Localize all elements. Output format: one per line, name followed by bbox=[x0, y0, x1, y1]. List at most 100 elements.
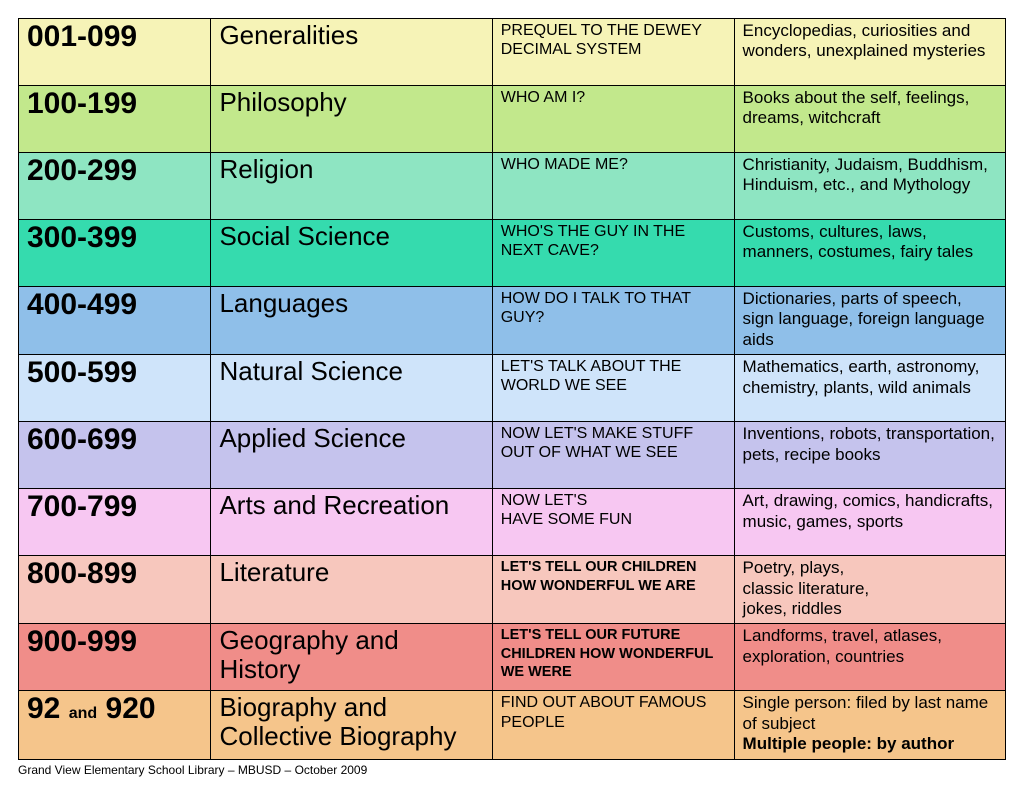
range-cell: 200-299 bbox=[19, 153, 211, 220]
topics-cell: Dictionaries, parts of speech, sign lang… bbox=[734, 287, 1005, 355]
topics-text: Encyclopedias, curiosities and wonders, … bbox=[743, 21, 986, 60]
range-text: 600-699 bbox=[27, 423, 137, 456]
range-cell: 800-899 bbox=[19, 556, 211, 624]
table-row: 001-099 Generalities PREQUEL TO THE DEWEY … bbox=[19, 19, 1006, 86]
question-cell: LET'S TELL OUR CHILDREN HOW WONDERFUL WE… bbox=[492, 556, 734, 624]
category-cell: Generalities bbox=[211, 19, 492, 86]
category-cell: Philosophy bbox=[211, 86, 492, 153]
topics-cell: Christianity, Judaism, Buddhism, Hinduis… bbox=[734, 153, 1005, 220]
question-cell: HOW DO I TALK TO THAT GUY? bbox=[492, 287, 734, 355]
table-row: 200-299 Religion WHO MADE ME? Christianity,… bbox=[19, 153, 1006, 220]
category-cell: Religion bbox=[211, 153, 492, 220]
category-text: Religion bbox=[219, 154, 313, 184]
question-text: LET'S TALK ABOUT THE WORLD WE SEE bbox=[501, 358, 682, 394]
category-text: Natural Science bbox=[219, 356, 403, 386]
topics-text: Books about the self, feelings, dreams, … bbox=[743, 88, 970, 127]
category-cell: Languages bbox=[211, 287, 492, 355]
range-cell: 900-999 bbox=[19, 624, 211, 691]
question-text: LET'S TELL OUR FUTURE CHILDREN HOW WONDE… bbox=[501, 627, 713, 680]
category-text: Geography and History bbox=[219, 625, 398, 684]
category-text: Arts and Recreation bbox=[219, 490, 449, 520]
topics-text: Art, drawing, comics, handicrafts, music… bbox=[743, 491, 993, 530]
topics-cell: Customs, cultures, laws, manners, costum… bbox=[734, 220, 1005, 287]
question-text: PREQUEL TO THE DEWEY DECIMAL SYSTEM bbox=[501, 22, 702, 58]
category-cell: Literature bbox=[211, 556, 492, 624]
range-cell: 300-399 bbox=[19, 220, 211, 287]
range-cell: 92 and 920 bbox=[19, 691, 211, 759]
topics-cell: Encyclopedias, curiosities and wonders, … bbox=[734, 19, 1005, 86]
table-row: 100-199 Philosophy WHO AM I? Books about th… bbox=[19, 86, 1006, 153]
category-cell: Arts and Recreation bbox=[211, 489, 492, 556]
table-row: 900-999 Geography and History LET'S TELL O… bbox=[19, 624, 1006, 691]
question-text: NOW LET'SHAVE SOME FUN bbox=[501, 492, 632, 528]
topics-text: Mathematics, earth, astronomy, chemistry… bbox=[743, 357, 980, 396]
question-cell: NOW LET'SHAVE SOME FUN bbox=[492, 489, 734, 556]
question-text: WHO AM I? bbox=[501, 89, 585, 106]
question-cell: LET'S TALK ABOUT THE WORLD WE SEE bbox=[492, 355, 734, 422]
category-text: Social Science bbox=[219, 221, 390, 251]
range-text: 500-599 bbox=[27, 356, 137, 389]
range-cell: 100-199 bbox=[19, 86, 211, 153]
range-text: 900-999 bbox=[27, 625, 137, 658]
footer-text: Grand View Elementary School Library – M… bbox=[18, 763, 1006, 777]
table-row: 300-399 Social Science WHO'S THE GUY IN TH… bbox=[19, 220, 1006, 287]
topics-cell: Poetry, plays,classic literature,jokes, … bbox=[734, 556, 1005, 624]
range-cell: 001-099 bbox=[19, 19, 211, 86]
range-text: 400-499 bbox=[27, 288, 137, 321]
topics-text: Landforms, travel, atlases, exploration,… bbox=[743, 626, 942, 665]
topics-cell: Inventions, robots, transportation, pets… bbox=[734, 422, 1005, 489]
range-text: 92 and 920 bbox=[27, 692, 156, 725]
question-cell: NOW LET'S MAKE STUFF OUT OF WHAT WE SEE bbox=[492, 422, 734, 489]
topics-cell: Mathematics, earth, astronomy, chemistry… bbox=[734, 355, 1005, 422]
category-cell: Social Science bbox=[211, 220, 492, 287]
range-cell: 500-599 bbox=[19, 355, 211, 422]
range-text: 200-299 bbox=[27, 154, 137, 187]
question-cell: LET'S TELL OUR FUTURE CHILDREN HOW WONDE… bbox=[492, 624, 734, 691]
range-text: 100-199 bbox=[27, 87, 137, 120]
question-cell: PREQUEL TO THE DEWEY DECIMAL SYSTEM bbox=[492, 19, 734, 86]
range-text: 700-799 bbox=[27, 490, 137, 523]
table-row: 800-899 Literature LET'S TELL OUR CHILDREN… bbox=[19, 556, 1006, 624]
table-row: 92 and 920 Biography and Collective Biogr… bbox=[19, 691, 1006, 759]
question-text: NOW LET'S MAKE STUFF OUT OF WHAT WE SEE bbox=[501, 425, 693, 461]
topics-text: Single person: filed by last name of sub… bbox=[743, 693, 989, 753]
category-cell: Geography and History bbox=[211, 624, 492, 691]
question-cell: FIND OUT ABOUT FAMOUS PEOPLE bbox=[492, 691, 734, 759]
topics-text: Customs, cultures, laws, manners, costum… bbox=[743, 222, 974, 261]
topics-text: Inventions, robots, transportation, pets… bbox=[743, 424, 995, 463]
question-cell: WHO MADE ME? bbox=[492, 153, 734, 220]
table-row: 400-499 Languages HOW DO I TALK TO THAT GU… bbox=[19, 287, 1006, 355]
topics-cell: Books about the self, feelings, dreams, … bbox=[734, 86, 1005, 153]
topics-text: Poetry, plays,classic literature,jokes, … bbox=[743, 558, 870, 618]
range-text: 800-899 bbox=[27, 557, 137, 590]
topics-text: Dictionaries, parts of speech, sign lang… bbox=[743, 289, 985, 349]
category-text: Applied Science bbox=[219, 423, 405, 453]
question-cell: WHO'S THE GUY IN THE NEXT CAVE? bbox=[492, 220, 734, 287]
topics-text: Christianity, Judaism, Buddhism, Hinduis… bbox=[743, 155, 988, 194]
category-cell: Applied Science bbox=[211, 422, 492, 489]
range-cell: 700-799 bbox=[19, 489, 211, 556]
question-text: WHO'S THE GUY IN THE NEXT CAVE? bbox=[501, 223, 685, 259]
dewey-table: 001-099 Generalities PREQUEL TO THE DEWEY … bbox=[18, 18, 1006, 760]
category-cell: Natural Science bbox=[211, 355, 492, 422]
category-text: Literature bbox=[219, 557, 329, 587]
category-text: Biography and Collective Biography bbox=[219, 692, 456, 751]
topics-cell: Landforms, travel, atlases, exploration,… bbox=[734, 624, 1005, 691]
category-cell: Biography and Collective Biography bbox=[211, 691, 492, 759]
question-cell: WHO AM I? bbox=[492, 86, 734, 153]
category-text: Languages bbox=[219, 288, 348, 318]
range-cell: 400-499 bbox=[19, 287, 211, 355]
question-text: LET'S TELL OUR CHILDREN HOW WONDERFUL WE… bbox=[501, 559, 697, 593]
table-row: 700-799 Arts and Recreation NOW LET'SHAVE … bbox=[19, 489, 1006, 556]
question-text: FIND OUT ABOUT FAMOUS PEOPLE bbox=[501, 694, 707, 730]
table-row: 600-699 Applied Science NOW LET'S MAKE STU… bbox=[19, 422, 1006, 489]
topics-cell: Art, drawing, comics, handicrafts, music… bbox=[734, 489, 1005, 556]
question-text: HOW DO I TALK TO THAT GUY? bbox=[501, 290, 691, 326]
category-text: Generalities bbox=[219, 20, 358, 50]
range-cell: 600-699 bbox=[19, 422, 211, 489]
category-text: Philosophy bbox=[219, 87, 346, 117]
table-row: 500-599 Natural Science LET'S TALK ABOUT T… bbox=[19, 355, 1006, 422]
range-text: 001-099 bbox=[27, 20, 137, 53]
question-text: WHO MADE ME? bbox=[501, 156, 628, 173]
topics-cell: Single person: filed by last name of sub… bbox=[734, 691, 1005, 759]
